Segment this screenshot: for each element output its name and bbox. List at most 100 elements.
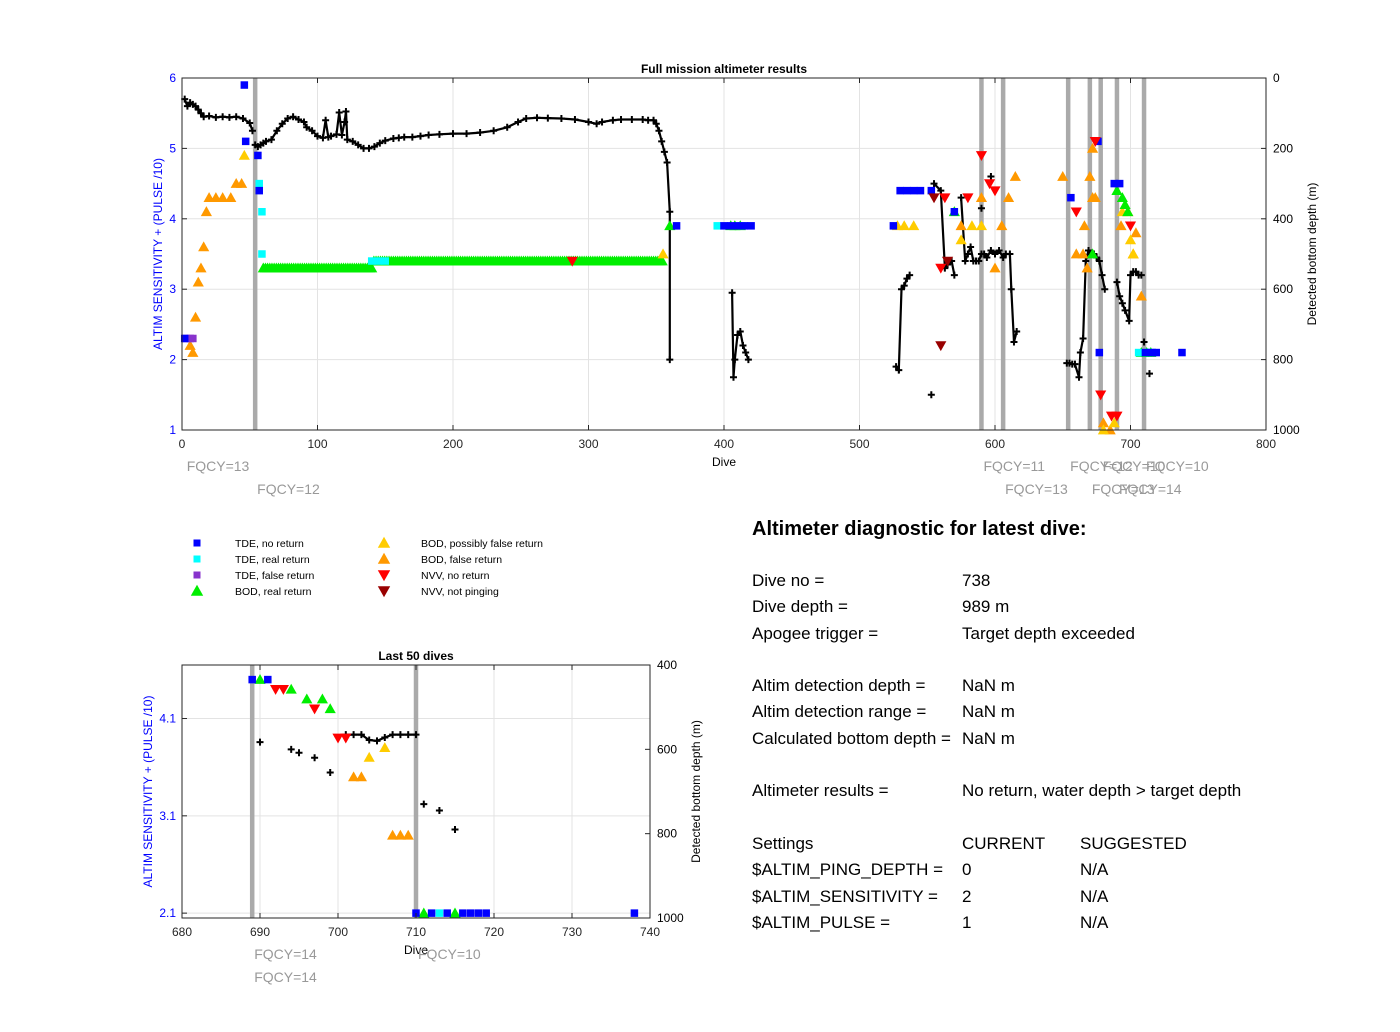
- bod-false-return-point: [394, 829, 406, 840]
- depth-point: [365, 144, 373, 152]
- tde-real-return-point: [713, 222, 721, 230]
- nvv-no-return-point: [962, 193, 974, 204]
- depth-point: [311, 754, 319, 762]
- x-tick-label: 0: [179, 437, 186, 451]
- legend-marker: [377, 570, 391, 582]
- depth-point: [628, 116, 636, 124]
- depth-series: [256, 731, 459, 833]
- bod-real-return-point: [449, 907, 461, 918]
- depth-point: [1098, 271, 1106, 279]
- depth-point: [349, 137, 357, 145]
- depth-point: [895, 366, 903, 374]
- tde-no-return-point: [240, 81, 249, 89]
- tde-real-return-point: [258, 208, 266, 216]
- bod-false-return-point: [1084, 170, 1096, 181]
- bod-real-return-point: [254, 674, 266, 684]
- suggested-header: SUGGESTED: [1080, 833, 1187, 853]
- calc-depth-row: Calculated bottom depth = NaN m: [752, 729, 1372, 755]
- chart-title: Full mission altimeter results: [641, 62, 807, 76]
- tde-false-return-point: [189, 334, 197, 343]
- bod-real-return-point: [1111, 185, 1123, 195]
- nvv-no-return-point: [277, 685, 289, 695]
- depth-point: [983, 254, 991, 262]
- depth-point: [729, 373, 737, 381]
- bod-possibly-false-point: [657, 248, 669, 259]
- depth-line: [960, 197, 1018, 343]
- y2-tick-label: 800: [1273, 353, 1293, 367]
- apogee-label: Apogee trigger =: [752, 623, 879, 643]
- full-mission-chart: 0 100 200 300 400 500 600 700 800 1 2 3 4 5 6 0 200 400 60…: [151, 62, 1319, 497]
- dive-no-value: 738: [962, 571, 991, 590]
- bod-possibly-false-point: [363, 751, 375, 762]
- fqcy-label: FQCY=12: [257, 481, 320, 497]
- results-label: Altimeter results =: [752, 781, 889, 801]
- bod-false-return-point: [1078, 220, 1091, 231]
- x-axis-label: Dive: [712, 455, 736, 469]
- tde-no-return-point: [1152, 348, 1160, 357]
- bod-possibly-false-point: [238, 149, 250, 160]
- depth-point: [1145, 370, 1153, 378]
- depth-point: [1007, 285, 1015, 293]
- tde-no-return-point: [180, 334, 189, 343]
- fqcy-label: FQCY=14: [1119, 481, 1182, 497]
- depth-point: [1116, 292, 1124, 300]
- depth-point: [663, 158, 671, 166]
- tde-no-return-point: [733, 222, 742, 230]
- legend-label: BOD, false return: [421, 554, 502, 566]
- depth-point: [192, 102, 200, 110]
- depth-point: [731, 356, 739, 364]
- depth-point: [957, 194, 965, 202]
- bod-false-return-point: [1089, 192, 1101, 202]
- tde-no-return-point: [248, 675, 256, 684]
- ping-depth-suggested: N/A: [1080, 860, 1109, 880]
- apogee-row: Apogee trigger = Target depth exceeded: [752, 624, 1372, 650]
- dive-depth-value: 989 m: [962, 597, 1010, 617]
- tde-real-return-point: [374, 257, 383, 265]
- depth-point: [1127, 271, 1134, 279]
- fqcy-label: FQCY=10: [418, 946, 481, 962]
- depth-point: [342, 107, 350, 115]
- y-tick-label: 3: [169, 282, 176, 296]
- legend-marker: [193, 555, 201, 563]
- depth-point: [381, 137, 389, 145]
- tde-no-return-point: [482, 909, 490, 917]
- bod-real-return-point: [316, 693, 328, 704]
- sensitivity-label: $ALTIM_SENSITIVITY =: [752, 886, 938, 906]
- nvv-no-return-point: [989, 186, 1001, 197]
- depth-point: [335, 108, 343, 116]
- depth-point: [1071, 360, 1079, 368]
- bod-real-return-point: [664, 220, 676, 231]
- depth-point: [232, 113, 240, 121]
- calc-depth-label: Calculated bottom depth =: [752, 728, 951, 748]
- tde-no-return-point: [747, 222, 755, 230]
- depth-point: [660, 148, 668, 156]
- depth-point: [463, 130, 471, 138]
- pulse-suggested: N/A: [1080, 912, 1109, 932]
- tde-real-return-point: [258, 250, 266, 258]
- x-tick-label: 800: [1256, 437, 1276, 451]
- diagnostic-title: Altimeter diagnostic for latest dive:: [752, 518, 1087, 540]
- bod-false-return-point: [955, 220, 967, 231]
- depth-point: [219, 113, 227, 121]
- depth-point: [533, 114, 541, 122]
- y-tick-label: 5: [169, 141, 176, 155]
- legend-label: BOD, real return: [235, 586, 312, 598]
- tde-no-return-point: [1148, 348, 1156, 357]
- bod-false-return-point: [387, 829, 399, 840]
- nvv-not-pinging-point: [928, 193, 940, 204]
- depth-point: [1082, 257, 1090, 265]
- y-axis-label: ALTIM SENSITIVITY + (PULSE /10): [141, 696, 155, 888]
- depth-point: [308, 127, 316, 135]
- depth-point: [734, 331, 742, 339]
- depth-point: [652, 120, 660, 128]
- depth-point: [326, 769, 334, 777]
- x-tick-label: 700: [328, 925, 348, 939]
- bod-possibly-false-point: [1127, 248, 1139, 259]
- depth-point: [1113, 278, 1121, 286]
- depth-point: [650, 116, 658, 124]
- tde-no-return-point: [1067, 193, 1075, 202]
- tde-real-return-point: [381, 257, 389, 265]
- detect-depth-label: Altim detection depth =: [752, 676, 926, 696]
- y-tick-label: 2: [169, 353, 176, 367]
- tde-no-return-point: [466, 909, 475, 917]
